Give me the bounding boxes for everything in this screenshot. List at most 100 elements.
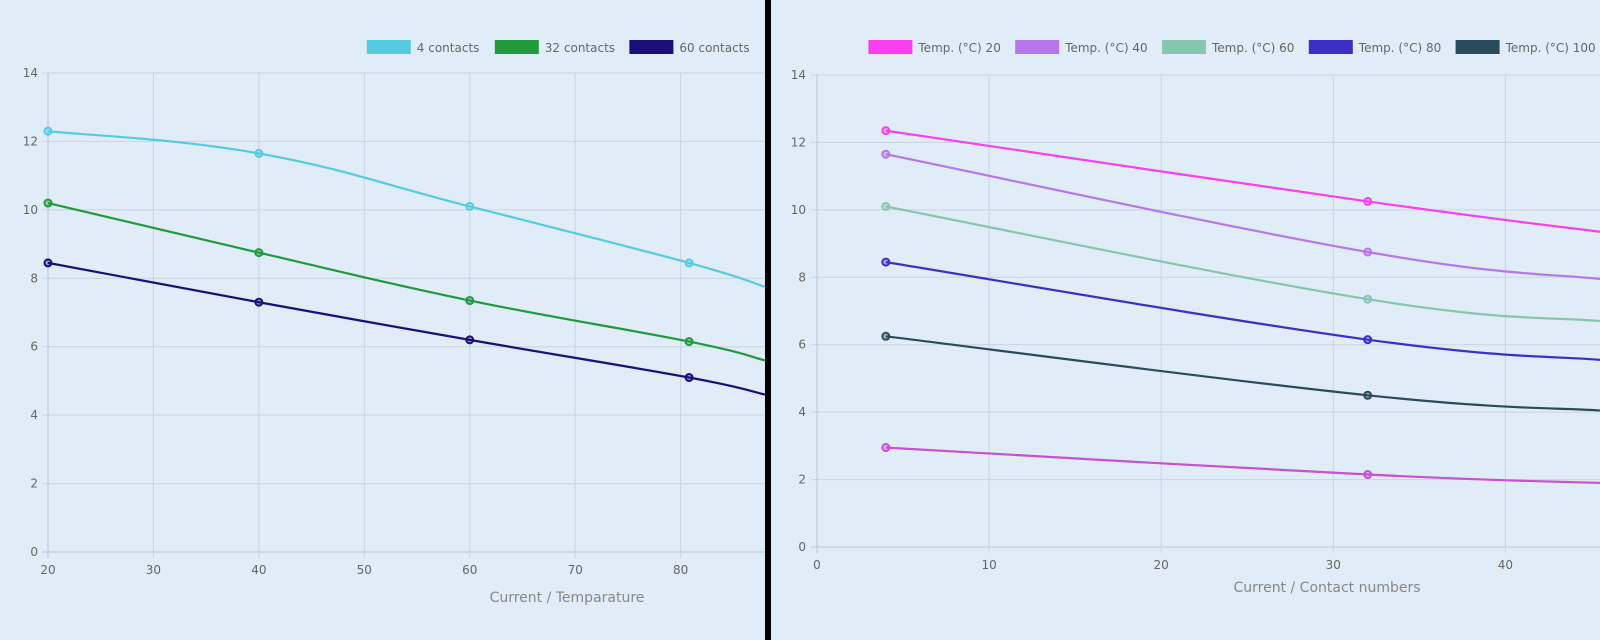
left-y-tick-label: 14 xyxy=(23,66,38,80)
legend-label: Temp. (°C) 20 xyxy=(917,41,1000,55)
left-legend: 4 contacts 32 contacts 60 contacts xyxy=(366,40,750,55)
legend-item[interactable]: Temp. (°C) 40 xyxy=(1015,40,1148,55)
right-x-axis-title: Current / Contact numbers xyxy=(1233,580,1420,596)
legend-label: Temp. (°C) 100 xyxy=(1505,41,1596,55)
right-data-point xyxy=(1363,196,1373,206)
left-x-ticks: 20 30 40 50 60 70 80 xyxy=(40,563,688,577)
right-y-tick-label: 4 xyxy=(798,405,806,419)
left-series-line-2 xyxy=(47,261,766,396)
legend-item[interactable]: 32 contacts xyxy=(494,40,615,55)
left-x-tick-label: 40 xyxy=(251,563,266,577)
right-series-line-1 xyxy=(885,153,1600,281)
legend-swatch xyxy=(366,40,411,54)
left-data-point xyxy=(254,297,264,307)
right-data-point xyxy=(881,126,891,136)
right-data-point xyxy=(1363,390,1373,400)
left-y-tick-label: 10 xyxy=(23,203,38,217)
left-y-tick-label: 2 xyxy=(30,477,38,491)
left-data-point xyxy=(465,201,475,211)
legend-swatch xyxy=(494,40,539,54)
legend-item[interactable]: Temp. (°C) 80 xyxy=(1308,40,1441,55)
panel-divider xyxy=(765,0,771,640)
right-y-tick-label: 0 xyxy=(798,540,806,554)
right-y-ticks: 0 2 4 6 8 10 12 14 xyxy=(791,68,806,554)
legend-label: 60 contacts xyxy=(679,41,749,55)
left-series-line-1 xyxy=(47,201,766,362)
legend-swatch xyxy=(629,40,674,54)
right-data-point xyxy=(881,201,891,211)
legend-swatch xyxy=(1015,40,1060,54)
left-x-tick-label: 50 xyxy=(357,563,372,577)
right-data-point xyxy=(881,443,891,453)
legend-label: 32 contacts xyxy=(545,41,615,55)
right-series-line-5 xyxy=(885,446,1600,485)
right-data-point xyxy=(1363,335,1373,345)
legend-swatch xyxy=(1162,40,1206,54)
legend-label: Temp. (°C) 40 xyxy=(1064,41,1147,55)
left-y-tick-label: 6 xyxy=(30,340,38,354)
right-legend: Temp. (°C) 20 Temp. (°C) 40 Temp. (°C) 60 T… xyxy=(868,40,1596,55)
left-data-point xyxy=(43,258,53,268)
right-data-point xyxy=(881,331,891,341)
right-y-tick-label: 14 xyxy=(791,68,806,82)
left-y-tick-label: 0 xyxy=(30,545,38,559)
legend-item[interactable]: 4 contacts xyxy=(366,40,480,55)
left-series-line-0 xyxy=(47,130,766,288)
right-series-line-4 xyxy=(885,335,1600,412)
left-data-point xyxy=(684,373,694,383)
right-y-tick-label: 6 xyxy=(798,338,806,352)
left-x-tick-label: 60 xyxy=(462,563,477,577)
right-data-point xyxy=(881,257,891,267)
right-x-tick-label: 10 xyxy=(981,558,996,572)
legend-label: Temp. (°C) 80 xyxy=(1358,41,1441,55)
left-data-point xyxy=(254,148,264,158)
left-data-point xyxy=(43,198,53,208)
left-x-axis-title: Current / Temparature xyxy=(490,590,645,606)
right-y-tick-label: 2 xyxy=(798,473,806,487)
legend-swatch xyxy=(868,40,913,54)
right-data-point xyxy=(881,149,891,159)
right-series-lines xyxy=(881,126,1600,485)
right-y-tick-label: 10 xyxy=(791,203,806,217)
left-x-tick-label: 80 xyxy=(673,563,688,577)
left-x-tick-label: 20 xyxy=(40,563,55,577)
legend-item[interactable]: Temp. (°C) 20 xyxy=(868,40,1001,55)
left-y-tick-label: 12 xyxy=(23,134,38,148)
right-x-tick-label: 0 xyxy=(813,558,821,572)
left-series-lines xyxy=(43,126,766,396)
legend-swatch xyxy=(1308,40,1353,54)
left-data-point xyxy=(465,335,475,345)
legend-swatch xyxy=(1455,40,1500,54)
legend-label: Temp. (°C) 60 xyxy=(1211,41,1294,55)
legend-item[interactable]: Temp. (°C) 100 xyxy=(1455,40,1596,55)
right-gridlines xyxy=(811,74,1600,553)
right-series-line-2 xyxy=(885,205,1600,323)
right-y-tick-label: 12 xyxy=(791,135,806,149)
right-data-point xyxy=(1363,470,1373,480)
right-x-tick-label: 40 xyxy=(1498,558,1513,572)
right-x-ticks: 0 10 20 30 40 xyxy=(813,558,1513,572)
left-x-tick-label: 30 xyxy=(146,563,161,577)
left-y-tick-label: 4 xyxy=(30,408,38,422)
right-x-tick-label: 30 xyxy=(1326,558,1341,572)
right-panel-background xyxy=(770,0,1600,640)
left-x-tick-label: 70 xyxy=(568,563,583,577)
legend-label: 4 contacts xyxy=(417,41,480,55)
right-data-point xyxy=(1363,247,1373,257)
left-data-point xyxy=(465,296,475,306)
right-series-line-3 xyxy=(885,261,1600,361)
left-gridlines xyxy=(42,72,765,558)
left-y-ticks: 0 2 4 6 8 10 12 14 xyxy=(23,66,38,559)
right-y-tick-label: 8 xyxy=(798,270,806,284)
left-data-point xyxy=(684,337,694,347)
legend-item[interactable]: 60 contacts xyxy=(629,40,750,55)
legend-item[interactable]: Temp. (°C) 60 xyxy=(1162,40,1294,55)
right-x-tick-label: 20 xyxy=(1154,558,1169,572)
left-data-point xyxy=(684,258,694,268)
chart-left: 0 2 4 6 8 10 12 14 20 30 40 50 60 70 80 4 contacts 32 … xyxy=(23,40,766,606)
left-data-point xyxy=(43,126,53,136)
left-data-point xyxy=(254,248,264,258)
left-y-tick-label: 8 xyxy=(30,271,38,285)
